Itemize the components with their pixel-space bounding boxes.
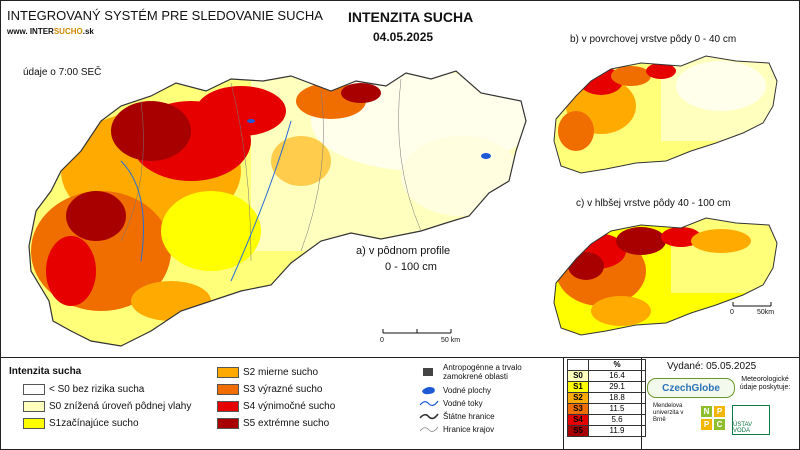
- percent-cell: 16.4: [588, 370, 646, 382]
- class-code-cell: S0: [567, 370, 589, 382]
- legend-item-no-risk: < S0 bez rizika sucha: [23, 383, 144, 395]
- class-code-cell: S1: [567, 381, 589, 393]
- legend-symbol-label: Hranice krajov: [443, 424, 495, 434]
- table-row: S1 29.1: [567, 381, 646, 393]
- main-map-fill: [29, 71, 526, 346]
- website-brand: SUCHO: [53, 27, 83, 36]
- inset-b-label: b) v povrchovej vrstve pôdy 0 - 40 cm: [570, 34, 737, 45]
- legend-swatch: [217, 400, 239, 412]
- legend-symbol-label: Vodné plochy: [443, 385, 492, 395]
- percent-cell: 11.9: [588, 425, 646, 437]
- table-row: S0 16.4: [567, 370, 646, 382]
- main-title: INTENZITA SUCHA: [348, 9, 474, 25]
- main-map-region-borders: [120, 78, 422, 262]
- data-time-note: údaje o 7:00 SEČ: [23, 67, 102, 78]
- inset-c-label: c) v hlbšej vrstve pôdy 40 - 100 cm: [576, 198, 731, 209]
- water-area-icon: [422, 387, 435, 395]
- inset-scale-end: 50km: [757, 309, 775, 316]
- map-date: 04.05.2025: [373, 30, 434, 44]
- npc-letter: P: [714, 406, 725, 417]
- main-scale-bar: [382, 329, 452, 334]
- anthropogenic-area-icon: [423, 368, 433, 376]
- legend-item-s3: S3 výrazné sucho: [217, 383, 323, 395]
- table-row: S4 5.6: [567, 414, 646, 426]
- table-row: S2 18.8: [567, 392, 646, 404]
- legend-item-s5: S5 extrémne sucho: [217, 417, 329, 429]
- inset-scale-zero: 0: [730, 309, 734, 316]
- czechglobe-logo[interactable]: CzechGlobe: [647, 378, 735, 398]
- legend-swatch: [23, 383, 45, 395]
- legend-divider: [563, 357, 564, 449]
- legend-label: S5 extrémne sucho: [243, 417, 330, 429]
- main-map-water-area: [247, 119, 255, 123]
- mendel-university-logo[interactable]: Mendelova univerzita v Brně: [653, 403, 684, 423]
- inset-c-border: [553, 217, 778, 336]
- legend-label: S2 mierne sucho: [243, 366, 319, 378]
- npc-letter: P: [701, 419, 712, 430]
- legend-item-s4: S4 výnimočné sucho: [217, 400, 335, 412]
- table-row: S5 11.9: [567, 425, 646, 437]
- percent-cell: 11.5: [588, 403, 646, 415]
- table-header-cell: %: [588, 359, 646, 371]
- legend-label: S0 znížená úroveň pôdnej vlahy: [49, 400, 192, 412]
- npc-letter: C: [714, 419, 725, 430]
- table-header-cell: [567, 359, 589, 371]
- main-map-depth: 0 - 100 cm: [385, 261, 437, 273]
- legend-item-s1: S1začínajúce sucho: [23, 417, 139, 429]
- legend-symbol-state-border: Štátne hranice: [419, 410, 495, 422]
- inset-scale-bar: [732, 302, 772, 307]
- legend-symbol-label: Štátne hranice: [443, 411, 495, 421]
- drought-percentage-table: % S0 16.4 S1 29.1 S2 18.8 S3 11.5 S4 5.6…: [567, 359, 646, 437]
- table-row: S3 11.5: [567, 403, 646, 415]
- table-header-row: %: [567, 359, 646, 371]
- region-border-icon: [419, 426, 439, 432]
- legend-item-s2: S2 mierne sucho: [217, 366, 318, 378]
- legend-label: S1začínajúce sucho: [49, 417, 139, 429]
- maps-svg: [28, 55, 778, 347]
- legend-swatch: [23, 417, 45, 429]
- legend-label: < S0 bez rizika sucha: [49, 383, 145, 395]
- inset-b-border: [553, 55, 778, 174]
- legend-symbol-water-areas: Vodné plochy: [419, 384, 491, 396]
- legend-title: Intenzita sucha: [9, 366, 82, 377]
- npc-logo[interactable]: N P P C: [701, 406, 725, 430]
- legend-panel: [1, 357, 799, 450]
- main-scale-zero: 0: [380, 337, 384, 344]
- main-map-rivers: [120, 120, 292, 282]
- npc-letter: N: [701, 406, 712, 417]
- main-map-water-area: [481, 153, 491, 159]
- class-code-cell: S5: [567, 425, 589, 437]
- legend-symbol-label: Antropogénne a trvalo zamokrené oblasti: [443, 363, 522, 381]
- legend-swatch: [217, 417, 239, 429]
- main-scale-end: 50 km: [441, 337, 461, 344]
- issued-date: Vydané: 05.05.2025: [667, 361, 757, 372]
- percent-cell: 18.8: [588, 392, 646, 404]
- legend-symbol-anthropogenic: Antropogénne a trvalo zamokrené oblasti: [419, 363, 559, 381]
- main-map-border: [28, 70, 527, 347]
- legend-swatch: [217, 366, 239, 378]
- website-suffix: .sk: [82, 27, 94, 36]
- legend-item-s0: S0 znížená úroveň pôdnej vlahy: [23, 400, 191, 412]
- legend-swatch: [23, 400, 45, 412]
- main-map-label: a) v pôdnom profile: [356, 245, 451, 257]
- legend-label: S4 výnimočné sucho: [243, 400, 336, 412]
- website-link[interactable]: www. INTERSUCHO.sk: [7, 27, 94, 36]
- legend-swatch: [217, 383, 239, 395]
- legend-symbol-streams: Vodné toky: [419, 397, 483, 409]
- legend-label: S3 výrazné sucho: [243, 383, 323, 395]
- website-prefix: www. INTER: [7, 27, 54, 36]
- system-title: INTEGROVANÝ SYSTÉM PRE SLEDOVANIE SUCHA: [7, 8, 323, 23]
- state-border-icon: [419, 413, 439, 420]
- percent-cell: 29.1: [588, 381, 646, 393]
- class-code-cell: S2: [567, 392, 589, 404]
- class-code-cell: S4: [567, 414, 589, 426]
- stream-icon: [419, 400, 439, 407]
- meteorological-data-note: Meteorologické údaje poskytuje:: [739, 376, 791, 391]
- percent-cell: 5.6: [588, 414, 646, 426]
- ustav-voda-logo[interactable]: ÚSTAV VODA: [732, 405, 770, 435]
- class-code-cell: S3: [567, 403, 589, 415]
- legend-symbol-region-border: Hranice krajov: [419, 423, 494, 435]
- legend-symbol-label: Vodné toky: [443, 398, 483, 408]
